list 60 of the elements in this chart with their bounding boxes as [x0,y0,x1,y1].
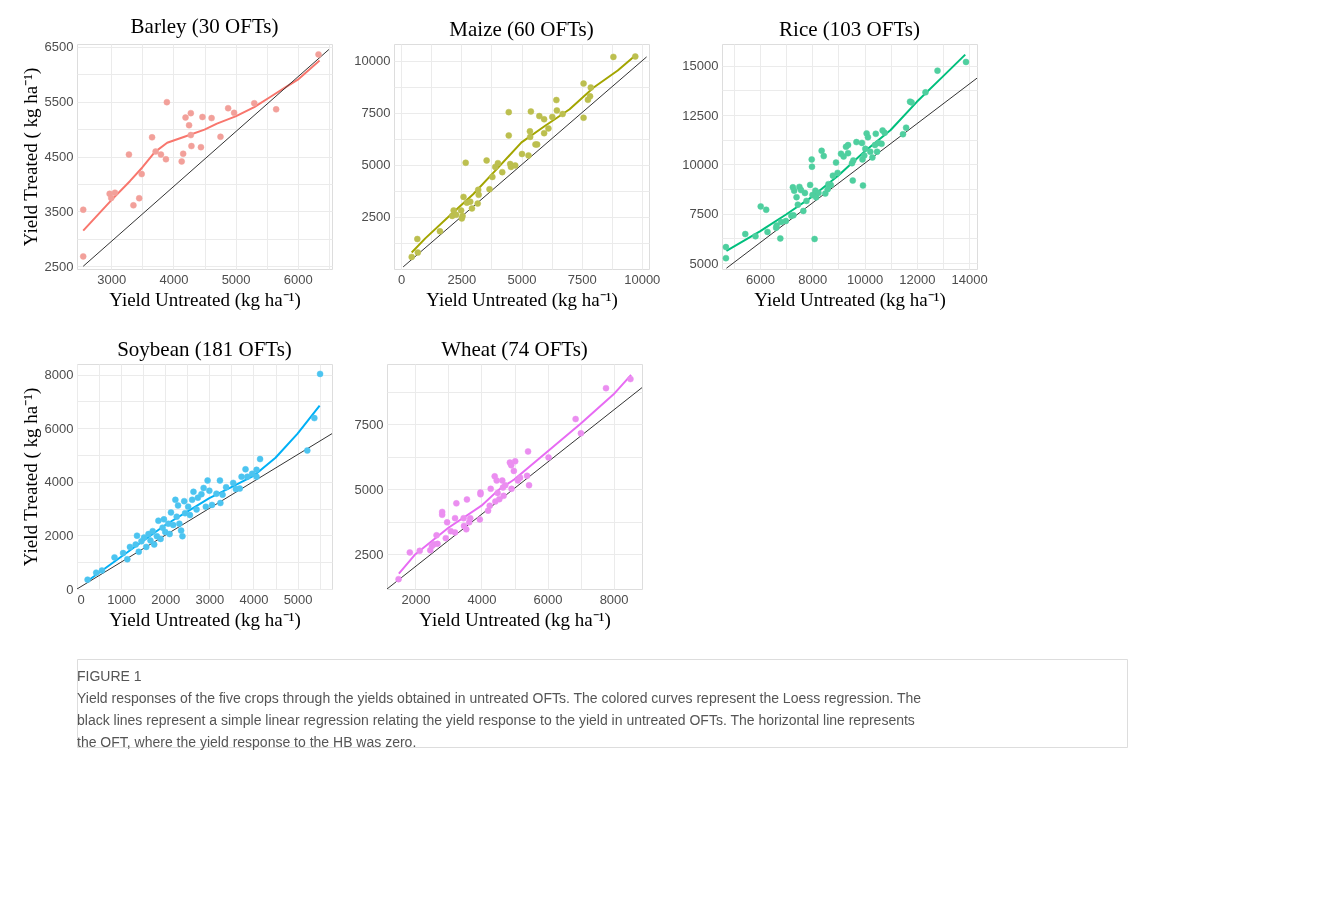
x-axis-title: Yield Untreated (kg ha⁻¹) [419,608,611,631]
x-tick-label: 1000 [107,591,137,607]
x-tick-label: 5000 [221,271,251,287]
x-axis-title: Yield Untreated (kg ha⁻¹) [109,608,301,631]
x-tick-label: 5000 [507,271,537,287]
y-tick-label: 7500 [354,416,384,432]
y-tick-label: 6500 [44,39,74,55]
y-tick-label: 2000 [44,527,74,543]
chart-title: Barley (30 OFTs) [130,13,279,38]
y-tick-label: 2500 [354,546,384,562]
x-tick-label: 4000 [239,591,269,607]
y-tick-label: 8000 [44,367,74,383]
x-tick-label: 4000 [467,591,497,607]
y-axis-title: Yield Treated ( kg ha⁻¹) [19,67,42,247]
y-tick-label: 5500 [44,94,74,110]
y-tick-label: 10000 [354,53,391,69]
y-tick-label: 4000 [44,474,74,490]
x-tick-label: 8000 [798,271,828,287]
x-tick-label: 6000 [283,271,313,287]
x-tick-label: 6000 [745,271,775,287]
y-tick-label: 2500 [44,258,74,274]
y-tick-label: 15000 [682,58,719,74]
y-tick-label: 7500 [689,206,719,222]
y-tick-label: 6000 [44,420,74,436]
y-tick-label: 3500 [44,203,74,219]
y-tick-label: 5000 [361,157,391,173]
chart-title: Rice (103 OFTs) [779,17,920,41]
x-tick-label: 10000 [846,271,884,287]
caption: FIGURE 1 [77,668,142,684]
x-axis-title: Yield Untreated (kg ha⁻¹) [426,288,618,311]
y-axis-title: Yield Treated ( kg ha⁻¹) [19,387,42,567]
x-tick-label: 0 [77,591,85,607]
x-tick-label: 6000 [533,591,563,607]
x-tick-label: 4000 [159,271,189,287]
text: Yield responses of the five crops through the yields obtained in untreated OFTs. The colored curves represent the Loess regression. The black lines represent a simple linear regression relating the yield response to the yield in untreated OFTs. The horizontal line represents the OFT, where the yield response to the HB was zero. [77,690,922,750]
y-tick-label: 5000 [689,255,719,271]
x-tick-label: 14000 [951,271,988,287]
x-tick-label: 2500 [447,271,477,287]
x-tick-label: 2000 [151,591,181,607]
x-tick-label: 3000 [97,271,127,287]
x-tick-label: 8000 [599,591,629,607]
x-axis-title: Yield Untreated (kg ha⁻¹) [109,288,301,311]
y-tick-label: 5000 [354,481,384,497]
x-tick-label: 3000 [195,591,225,607]
chart-title: Soybean (181 OFTs) [117,337,292,361]
y-tick-label: 10000 [682,156,719,172]
x-tick-label: 2000 [401,591,431,607]
y-tick-label: 12500 [682,107,719,123]
x-tick-label: 0 [398,271,406,287]
chart-title: Wheat (74 OFTs) [441,337,588,361]
y-tick-label: 2500 [361,209,391,225]
x-tick-label: 12000 [899,271,936,287]
y-tick-label: 0 [66,581,74,597]
y-tick-label: 4500 [44,149,74,164]
x-tick-label: 10000 [624,271,661,287]
x-tick-label: 7500 [567,271,597,287]
chart-title: Maize (60 OFTs) [449,17,594,41]
y-tick-label: 7500 [361,105,391,121]
x-axis-title: Yield Untreated (kg ha⁻¹) [754,288,946,311]
x-tick-label: 5000 [283,591,313,607]
